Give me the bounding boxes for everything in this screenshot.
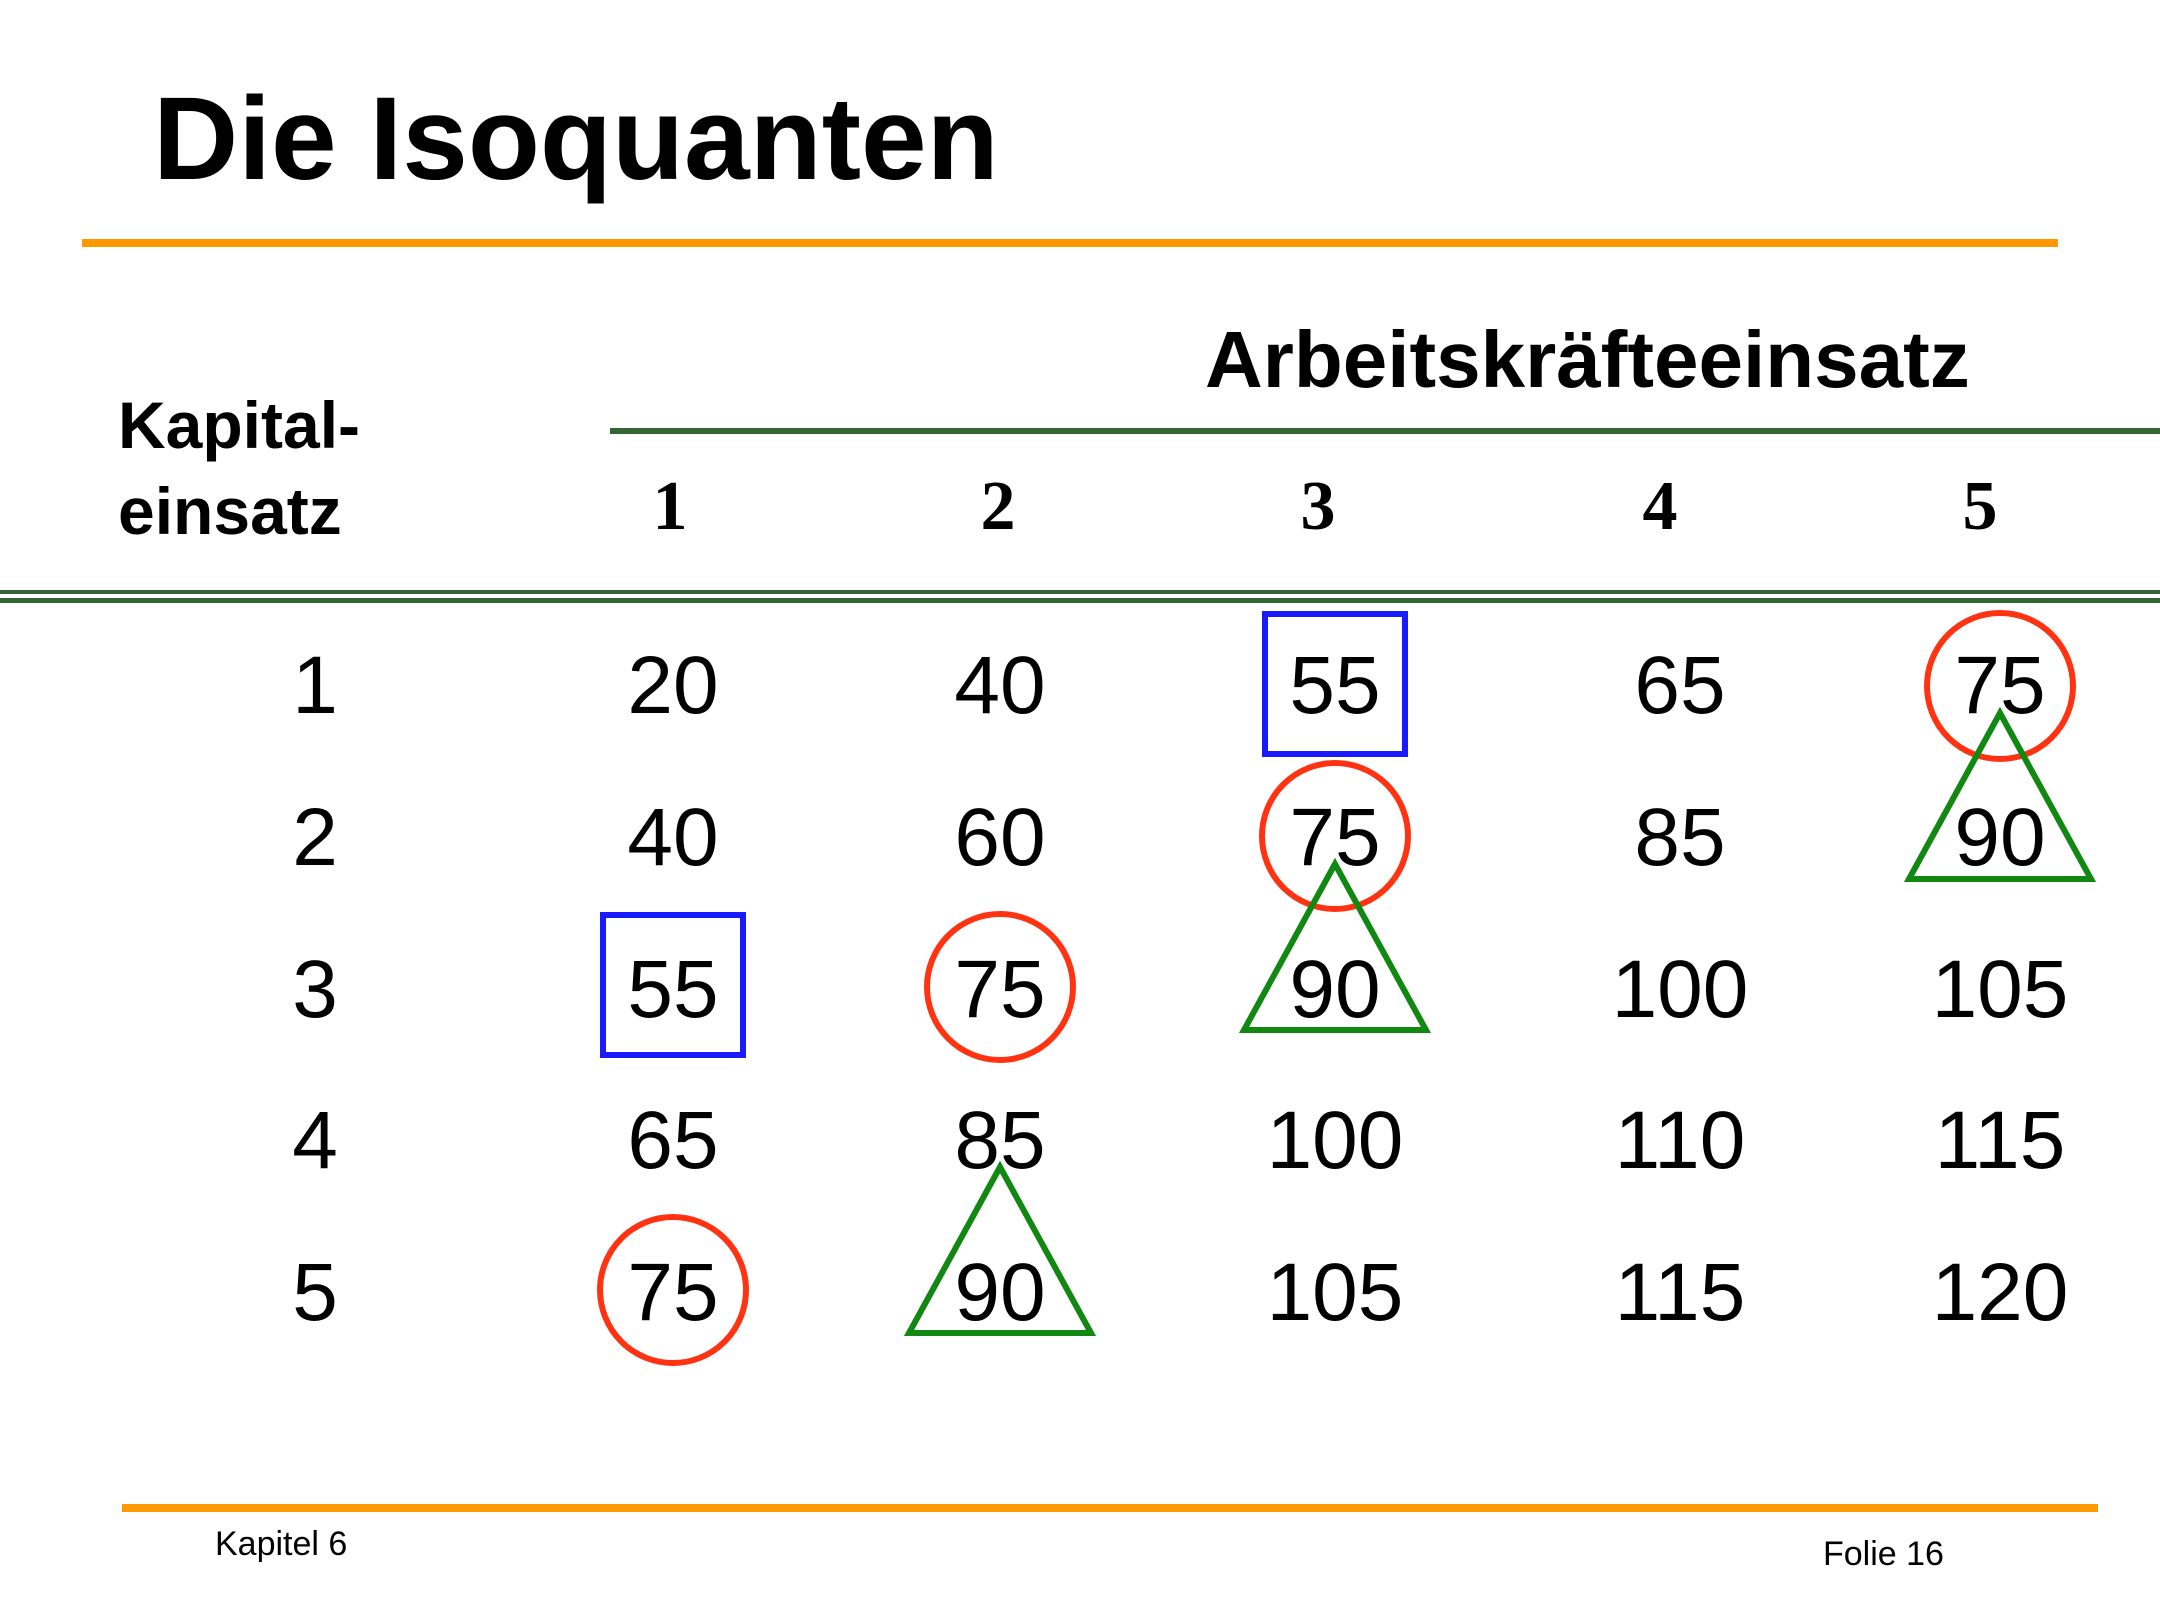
column-header-arbeitskraefteeinsatz: Arbeitskräfteeinsatz <box>1205 315 1970 404</box>
table-cell-r5-c4: 115 <box>1614 1247 1746 1338</box>
table-cell-r5-c1: 75 <box>627 1247 719 1338</box>
footer-chapter: Kapitel 6 <box>215 1525 348 1563</box>
table-cell-r3-c3: 90 <box>1289 944 1381 1035</box>
table-cell-r4-c3: 100 <box>1266 1095 1404 1186</box>
row-label-2: 2 <box>292 792 338 883</box>
row-header-line-2: einsatz <box>118 474 342 548</box>
row-label-5: 5 <box>292 1247 338 1338</box>
table-cell-r4-c5: 115 <box>1934 1095 2066 1186</box>
square-marker-r1-c3 <box>1262 611 1408 757</box>
row-label-3: 3 <box>292 944 338 1035</box>
table-cell-r3-c5: 105 <box>1931 944 2069 1035</box>
circle-marker-r1-c5 <box>1924 610 2076 762</box>
table-cell-r1-c3: 55 <box>1289 640 1381 731</box>
table-cell-r1-c4: 65 <box>1634 640 1726 731</box>
square-marker-r3-c1 <box>600 912 746 1058</box>
triangle-marker-r5-c2 <box>903 1160 1097 1336</box>
column-label-4: 4 <box>1642 468 1678 545</box>
row-header-line-1: Kapital- <box>118 388 361 462</box>
slide-title: Die Isoquanten <box>153 73 999 205</box>
column-header-rule <box>610 428 2160 434</box>
column-label-3: 3 <box>1300 468 1336 545</box>
table-cell-r3-c1: 55 <box>627 944 719 1035</box>
table-cell-r3-c4: 100 <box>1611 944 1749 1035</box>
table-header-double-rule-bottom <box>0 598 2160 603</box>
triangle-marker-r3-c3 <box>1238 857 1432 1033</box>
footer-rule <box>122 1504 2098 1512</box>
table-cell-r4-c4: 110 <box>1614 1095 1746 1186</box>
table-cell-r2-c5: 90 <box>1954 792 2046 883</box>
table-cell-r2-c4: 85 <box>1634 792 1726 883</box>
table-cell-r2-c2: 60 <box>954 792 1046 883</box>
row-label-4: 4 <box>292 1095 338 1186</box>
column-label-5: 5 <box>1962 468 1998 545</box>
column-label-2: 2 <box>980 468 1016 545</box>
title-underline <box>82 239 2058 247</box>
table-cell-r5-c3: 105 <box>1266 1247 1404 1338</box>
table-cell-r4-c1: 65 <box>627 1095 719 1186</box>
table-cell-r1-c1: 20 <box>627 640 719 731</box>
table-cell-r2-c1: 40 <box>627 792 719 883</box>
table-cell-r1-c2: 40 <box>954 640 1046 731</box>
column-label-1: 1 <box>652 468 688 545</box>
footer-slide-number: Folie 16 <box>1823 1535 1944 1573</box>
table-cell-r5-c2: 90 <box>954 1247 1046 1338</box>
table-header-double-rule-top <box>0 590 2160 594</box>
circle-marker-r2-c3 <box>1259 760 1411 912</box>
table-cell-r5-c5: 120 <box>1931 1247 2069 1338</box>
triangle-marker-r2-c5 <box>1903 706 2097 882</box>
table-cell-r3-c2: 75 <box>954 944 1046 1035</box>
row-label-1: 1 <box>292 640 338 731</box>
circle-marker-r5-c1 <box>597 1214 749 1366</box>
circle-marker-r3-c2 <box>924 911 1076 1063</box>
